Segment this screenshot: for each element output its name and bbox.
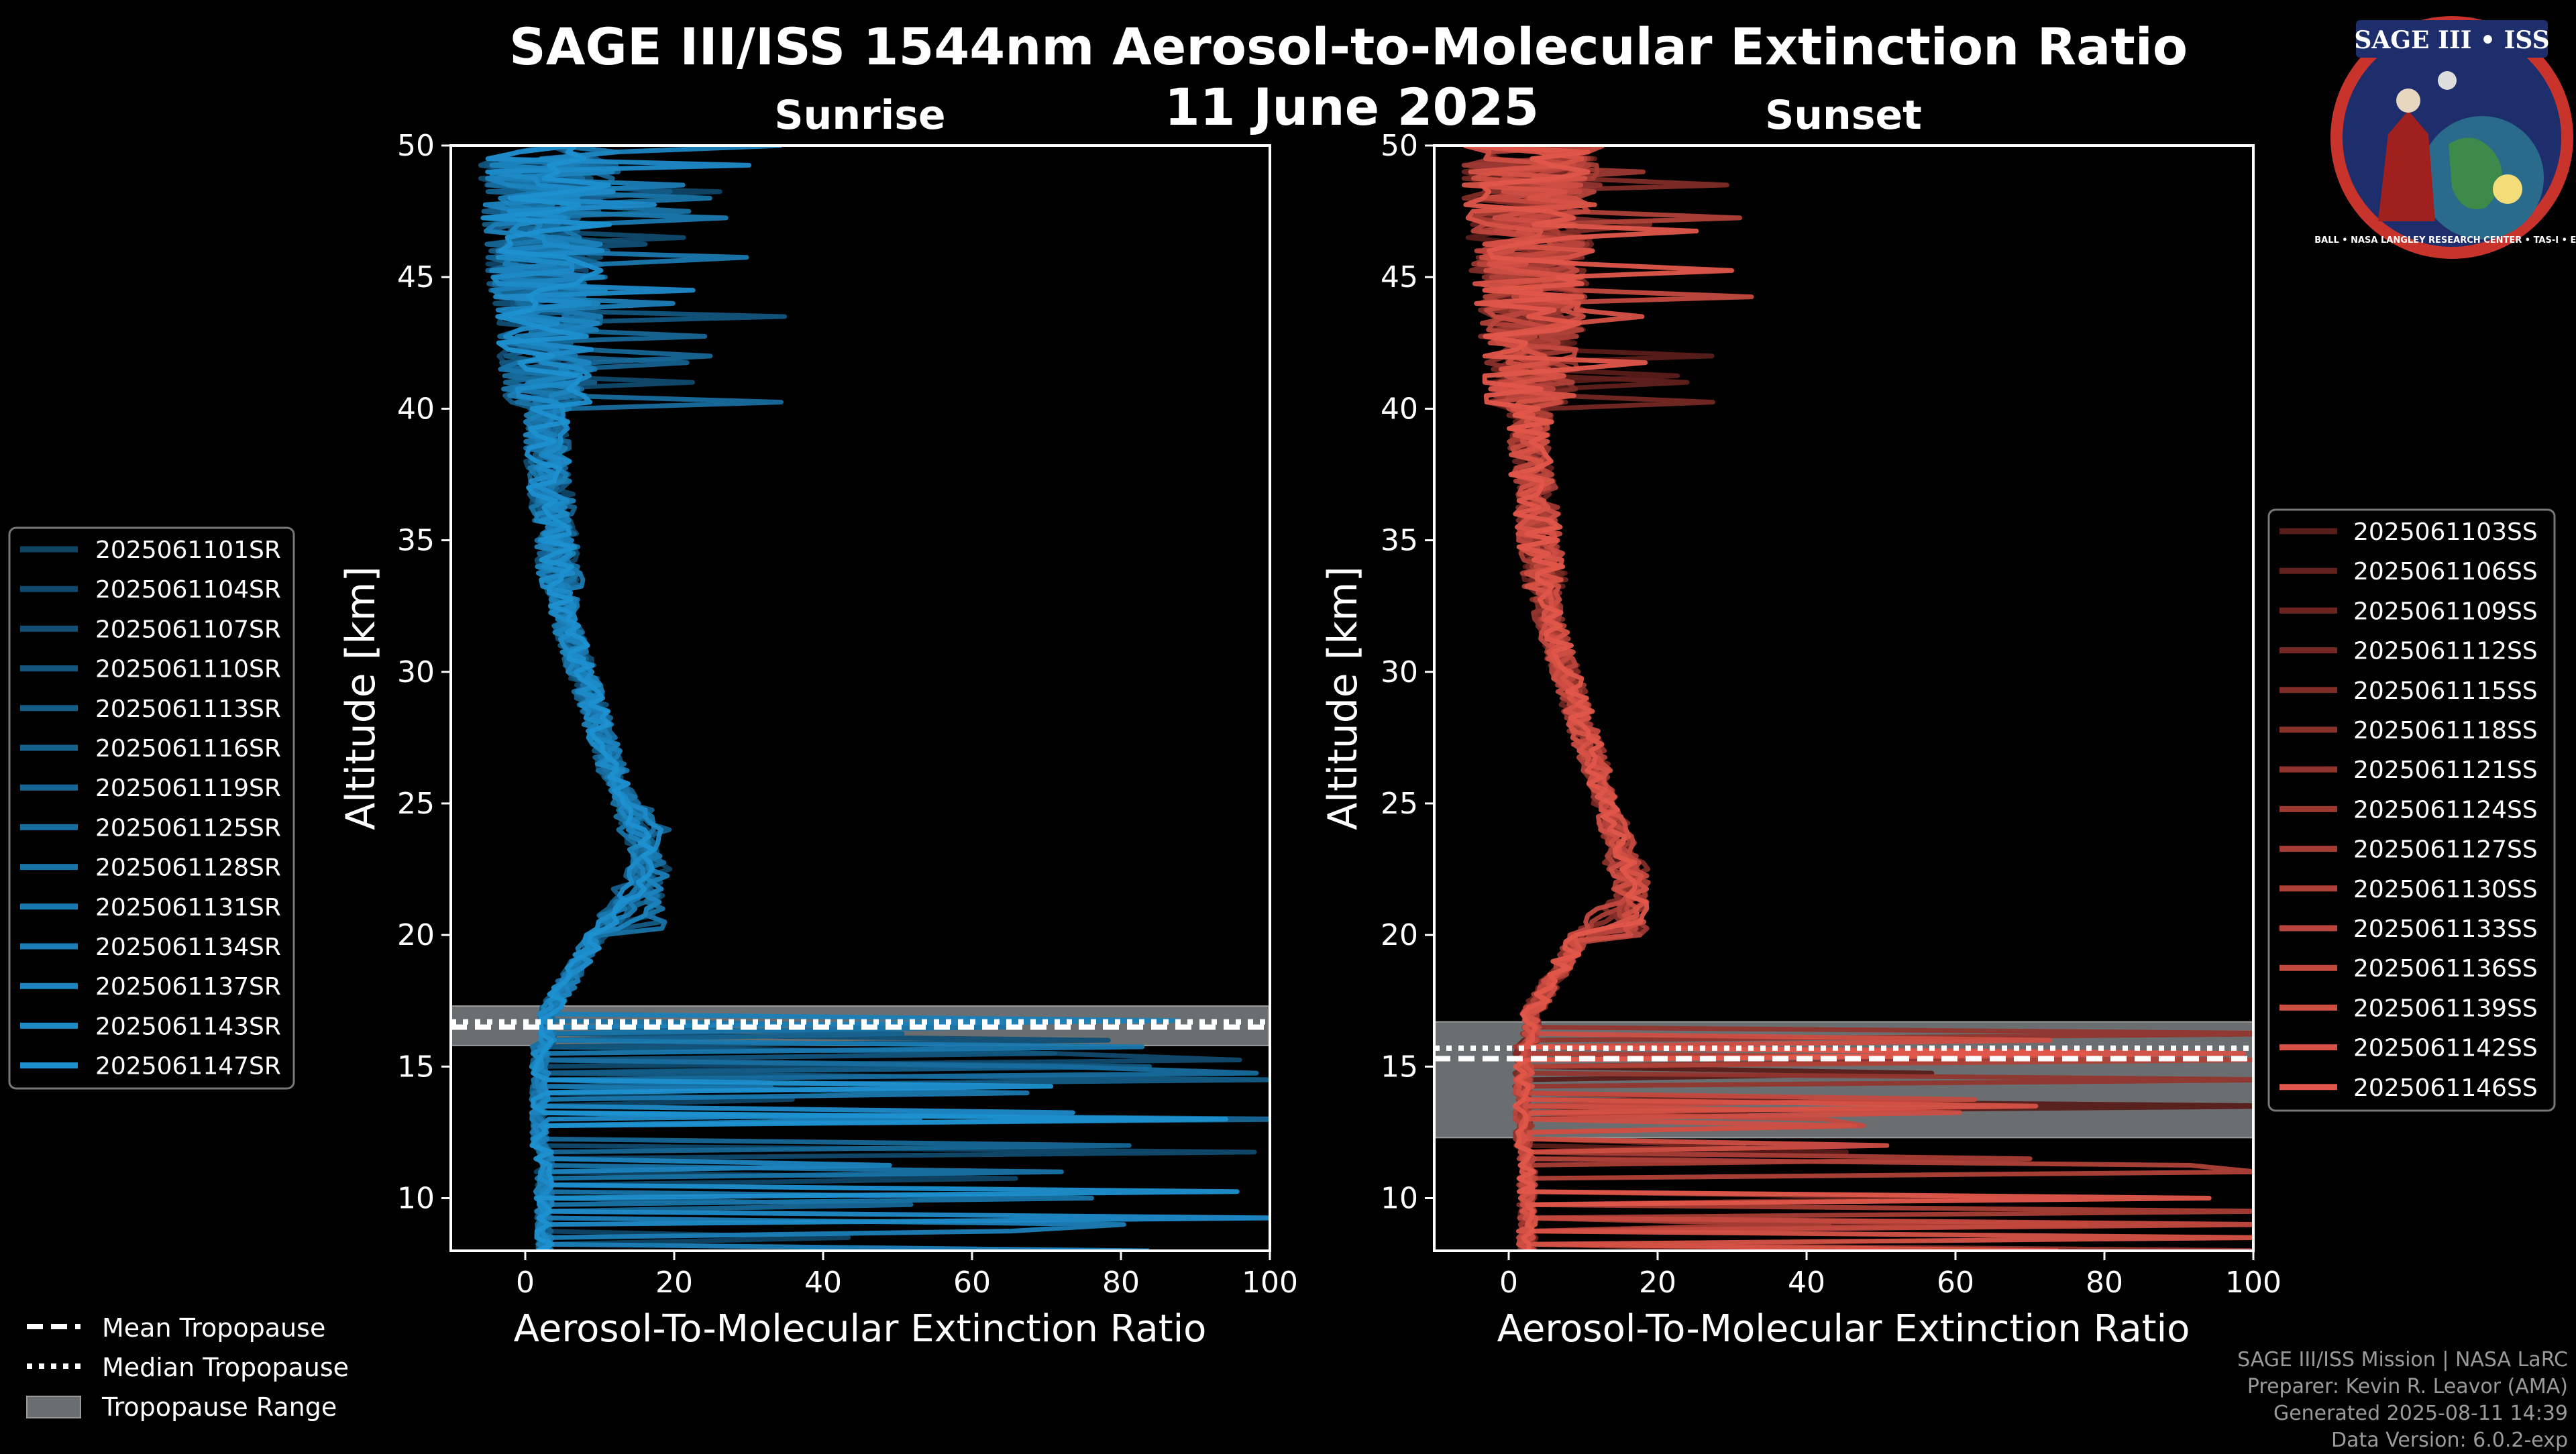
sunrise-legend-label: 2025061143SR — [95, 1013, 281, 1040]
sunrise-legend-label: 2025061137SR — [95, 973, 281, 1001]
sunset-y-axis-label: Altitude [km] — [1320, 566, 1366, 830]
tropopause-range-swatch — [26, 1396, 81, 1418]
sunset-x-tick-label: 20 — [1639, 1266, 1676, 1300]
sunrise-legend-label: 2025061147SR — [95, 1053, 281, 1080]
sunrise-y-tick-label: 40 — [397, 392, 435, 426]
sunrise-y-tick-label: 15 — [397, 1050, 435, 1084]
median-tropopause-label: Median Tropopause — [102, 1353, 349, 1382]
sunrise-y-tick-label: 45 — [397, 260, 435, 294]
sunrise-x-tick-label: 100 — [1242, 1266, 1298, 1300]
sunset-legend-box — [2267, 508, 2556, 1112]
sunrise-x-tick-label: 40 — [804, 1266, 842, 1300]
sunrise-legend-box — [8, 526, 295, 1090]
sunset-y-tick-label: 20 — [1381, 918, 1418, 952]
sunset-legend-label: 2025061106SS — [2353, 558, 2538, 585]
sunrise-y-axis-label: Altitude [km] — [337, 566, 384, 830]
sunrise-x-tick-label: 60 — [953, 1266, 991, 1300]
sunset-x-axis-label: Aerosol-To-Molecular Extinction Ratio — [1497, 1307, 2190, 1351]
footer-credits: SAGE III/ISS Mission | NASA LaRC Prepare… — [2237, 1347, 2568, 1454]
sunset-x-tick-label: 40 — [1788, 1266, 1825, 1300]
date-title: 11 June 2025 — [1165, 77, 1539, 137]
logo-banner — [2356, 20, 2548, 58]
sunrise-axes-frame — [449, 144, 1271, 1252]
sunset-y-tick-label: 50 — [1381, 129, 1418, 163]
sunset-legend-label: 2025061109SS — [2353, 598, 2538, 625]
sunset-legend-label: 2025061112SS — [2353, 638, 2538, 665]
sunset-axes-frame — [1433, 144, 2255, 1252]
sunset-legend-label: 2025061118SS — [2353, 717, 2538, 744]
logo-sun — [2493, 174, 2522, 204]
sunrise-panel-title: Sunrise — [774, 92, 945, 139]
sunrise-legend-label: 2025061119SR — [95, 775, 281, 802]
logo-figure — [2378, 111, 2435, 221]
sunset-y-tick-label: 10 — [1381, 1182, 1418, 1216]
footer-generated: Generated 2025-08-11 14:39 — [2273, 1402, 2568, 1425]
sunrise-x-tick-label: 0 — [516, 1266, 535, 1300]
sunset-x-tick-label: 100 — [2225, 1266, 2282, 1300]
sunrise-y-tick-label: 20 — [397, 918, 435, 952]
sunset-x-tick-label: 80 — [2086, 1266, 2123, 1300]
sunrise-legend-label: 2025061104SR — [95, 576, 281, 604]
sunset-plot: 0 20 40 60 80 100 10 15 20 25 30 35 40 45 50 Aerosol-… — [1320, 129, 2282, 1351]
sunset-legend-label: 2025061124SS — [2353, 796, 2538, 824]
sunset-y-tick-label: 35 — [1381, 524, 1418, 558]
sunset-legend-label: 2025061127SS — [2353, 836, 2538, 864]
sunset-legend-label: 2025061103SS — [2353, 518, 2538, 546]
sunset-y-tick-label: 45 — [1381, 260, 1418, 294]
sunset-legend-label: 2025061146SS — [2353, 1074, 2538, 1102]
sunrise-x-axis-label: Aerosol-To-Molecular Extinction Ratio — [514, 1307, 1207, 1351]
mean-tropopause-label: Mean Tropopause — [102, 1313, 325, 1343]
sunset-legend-label: 2025061115SS — [2353, 677, 2538, 705]
sunrise-legend-label: 2025061113SR — [95, 695, 281, 723]
sunrise-y-tick-label: 10 — [397, 1182, 435, 1216]
sunset-legend-label: 2025061139SS — [2353, 995, 2538, 1022]
footer-mission: SAGE III/ISS Mission | NASA LaRC — [2237, 1348, 2568, 1372]
sunrise-legend-label: 2025061101SR — [95, 537, 281, 564]
sunrise-legend-label: 2025061134SR — [95, 934, 281, 961]
sunrise-legend: 2025061101SR 2025061104SR 2025061107SR 2025… — [8, 526, 295, 1090]
sunset-y-tick-label: 25 — [1381, 787, 1418, 821]
footer-version: Data Version: 6.0.2-exp — [2330, 1429, 2568, 1452]
sunset-legend-label: 2025061121SS — [2353, 757, 2538, 784]
sunrise-y-tick-label: 25 — [397, 787, 435, 821]
tropopause-legend: Mean Tropopause Median Tropopause Tropop… — [26, 1313, 349, 1422]
sunset-legend-label: 2025061133SS — [2353, 915, 2538, 943]
sunset-panel-title: Sunset — [1765, 92, 1922, 139]
sunset-profile-2025061146SS — [1463, 146, 2212, 1251]
logo-moon — [2438, 71, 2457, 90]
sunset-legend: 2025061103SS 2025061106SS 2025061109SS 2025… — [2267, 508, 2556, 1112]
sunrise-plot: 0 20 40 60 80 100 10 15 20 25 30 35 40 45 50 Aerosol-… — [337, 129, 1298, 1351]
sunrise-legend-label: 2025061131SR — [95, 894, 281, 921]
sunset-y-tick-label: 40 — [1381, 392, 1418, 426]
sunset-legend-label: 2025061130SS — [2353, 876, 2538, 903]
sunset-x-tick-label: 0 — [1499, 1266, 1518, 1300]
sunrise-legend-label: 2025061128SR — [95, 854, 281, 882]
sunrise-legend-label: 2025061125SR — [95, 814, 281, 842]
sage-iii-iss-logo: SAGE III • ISS BALL • NASA LANGLEY RESEA… — [2314, 16, 2576, 259]
tropopause-range-label: Tropopause Range — [101, 1392, 337, 1422]
footer-preparer: Preparer: Kevin R. Leavor (AMA) — [2247, 1375, 2568, 1398]
sunrise-legend-label: 2025061110SR — [95, 656, 281, 683]
sunset-legend-label: 2025061142SS — [2353, 1035, 2538, 1062]
sunrise-y-tick-label: 30 — [397, 655, 435, 689]
logo-continent — [2449, 137, 2502, 209]
sunset-y-tick-label: 30 — [1381, 655, 1418, 689]
sunrise-profile-2025061147SR — [480, 146, 1240, 1251]
sunrise-x-tick-label: 80 — [1102, 1266, 1140, 1300]
sunset-legend-label: 2025061136SS — [2353, 955, 2538, 983]
sunrise-y-tick-label: 50 — [397, 129, 435, 163]
sunrise-y-tick-label: 35 — [397, 524, 435, 558]
sunrise-x-tick-label: 20 — [655, 1266, 693, 1300]
logo-ring-text: BALL • NASA LANGLEY RESEARCH CENTER • TA… — [2314, 235, 2576, 245]
sunset-y-tick-label: 15 — [1381, 1050, 1418, 1084]
logo-figure-head — [2396, 89, 2420, 113]
sunrise-legend-label: 2025061116SR — [95, 735, 281, 763]
sunrise-legend-label: 2025061107SR — [95, 616, 281, 643]
logo-text: SAGE III • ISS — [2354, 26, 2549, 54]
sunrise-profile-2025061137SR — [482, 146, 922, 1251]
sunset-x-tick-label: 60 — [1937, 1266, 1974, 1300]
main-title: SAGE III/ISS 1544nm Aerosol-to-Molecular… — [509, 17, 2188, 76]
